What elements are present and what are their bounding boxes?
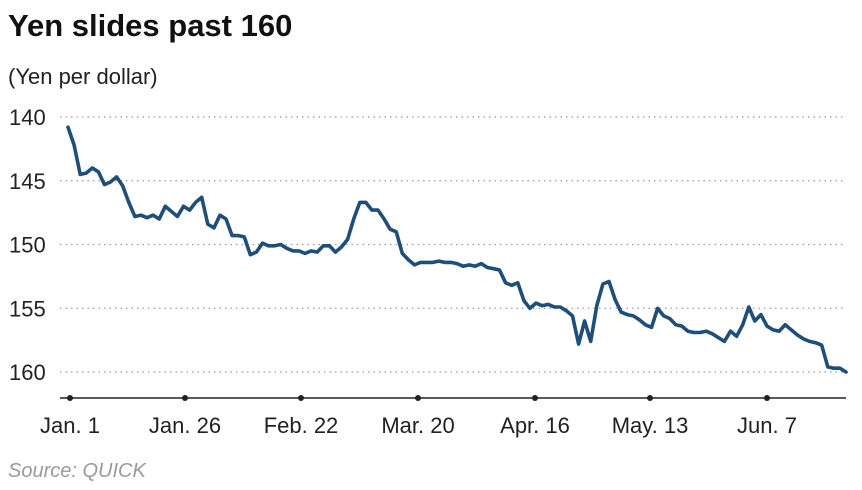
line-chart: 140 145 150 155 160 Jan. 1 Jan. 26 Feb. 22 Mar.…: [9, 105, 848, 438]
series-line-yen-per-dollar: [66, 125, 848, 374]
x-tick-label: Mar. 20: [381, 413, 454, 438]
x-tick-label: Jun. 7: [737, 413, 797, 438]
series-layer: [66, 125, 848, 374]
x-tick-label: Apr. 16: [500, 413, 570, 438]
x-tick-mark: [647, 395, 653, 401]
x-axis-ticks: Jan. 1 Jan. 26 Feb. 22 Mar. 20 Apr. 16 May. 1…: [40, 395, 797, 438]
x-tick-label: Jan. 1: [40, 413, 100, 438]
x-tick-mark: [298, 395, 304, 401]
x-tick-mark: [532, 395, 538, 401]
source-note: Source: QUICK: [8, 460, 146, 482]
grid-lines: [60, 116, 846, 373]
chart-title: Yen slides past 160: [8, 8, 293, 43]
y-axis-unit-label: (Yen per dollar): [8, 64, 158, 89]
y-tick-label: 155: [9, 296, 46, 321]
x-tick-mark: [764, 395, 770, 401]
x-tick-mark: [415, 395, 421, 401]
x-tick-mark: [182, 395, 188, 401]
x-tick-mark: [67, 395, 73, 401]
x-tick-label: Feb. 22: [264, 413, 339, 438]
y-tick-label: 145: [9, 169, 46, 194]
x-tick-label: May. 13: [612, 413, 689, 438]
x-tick-label: Jan. 26: [149, 413, 221, 438]
y-tick-label: 160: [9, 360, 46, 385]
y-axis-ticks: 140 145 150 155 160: [9, 105, 46, 385]
y-tick-label: 150: [9, 233, 46, 258]
y-tick-label: 140: [9, 105, 46, 130]
